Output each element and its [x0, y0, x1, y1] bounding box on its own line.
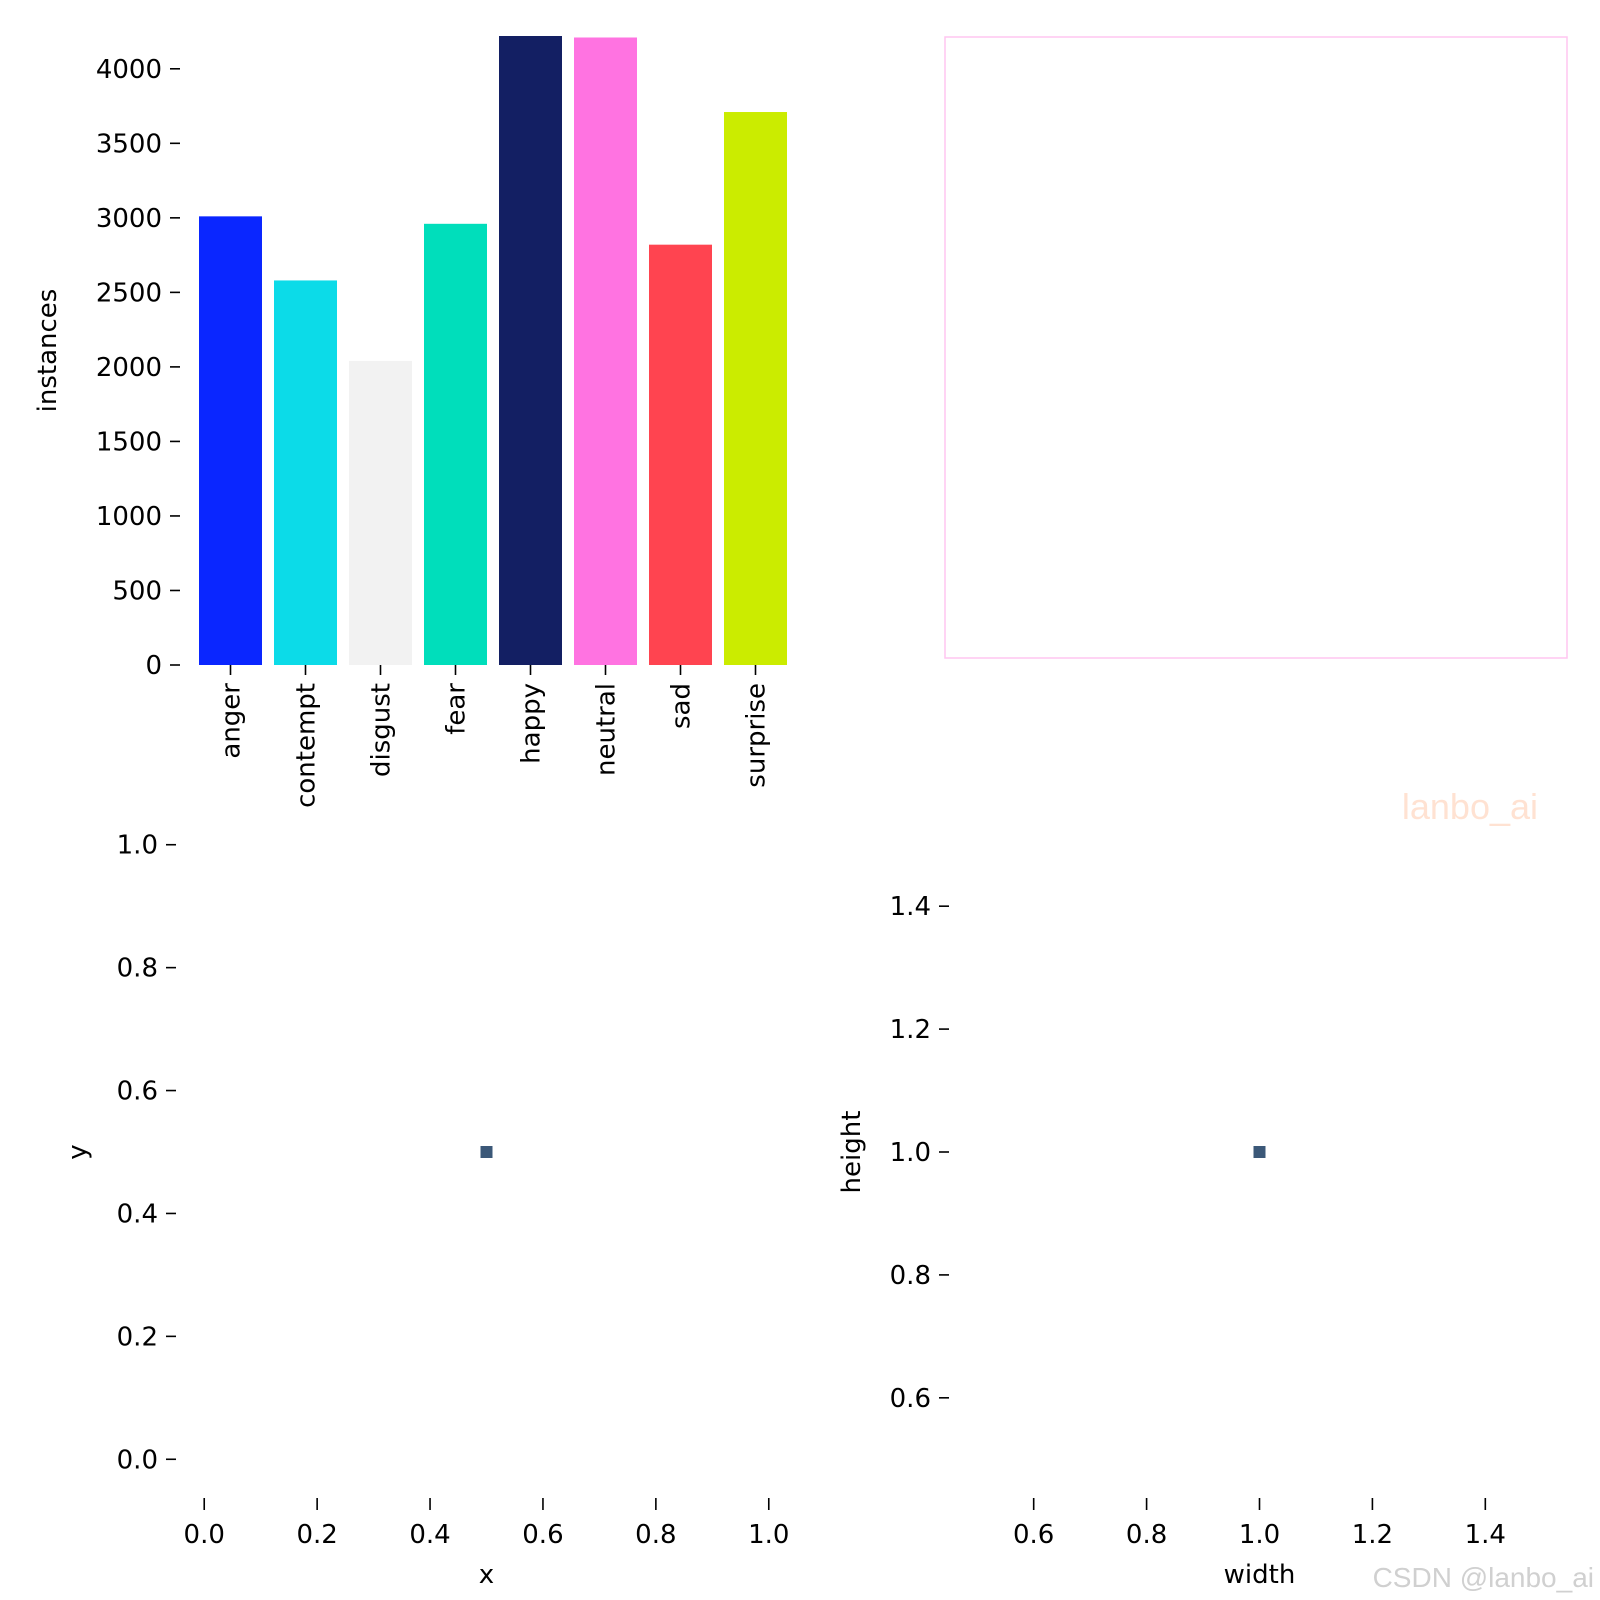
y-tick-label: 1.2 [890, 1015, 931, 1045]
y-tick-label: 0.8 [117, 954, 158, 984]
heatmap-cell [480, 1146, 493, 1158]
panel-border [944, 36, 1568, 659]
x-tick-label-fear: fear [442, 683, 472, 735]
x-tick-label: 0.8 [635, 1520, 676, 1550]
y-tick-label: 2500 [96, 278, 162, 308]
y-tick-label: 1.4 [890, 892, 931, 922]
x-tick-label: 0.4 [409, 1520, 450, 1550]
heatmap-width-height: 0.6 0.8 1.0 1.2 1.4 0.6 0.8 1.0 1.2 1.4 width heigh… [837, 892, 1506, 1590]
y-tick-label: 500 [112, 576, 162, 606]
bar-anger [199, 216, 262, 665]
x-tick-label-happy: happy [517, 683, 547, 764]
y-axis-label: instances [33, 289, 63, 413]
y-tick-label: 2000 [96, 353, 162, 383]
x-tick-label: 1.4 [1465, 1520, 1506, 1550]
x-tick-label: 0.8 [1126, 1520, 1167, 1550]
y-tick-label: 0.6 [117, 1077, 158, 1107]
x-tick-label-contempt: contempt [292, 683, 322, 808]
x-tick-label: 0.6 [1013, 1520, 1054, 1550]
y-tick-label: 4000 [96, 55, 162, 85]
y-tick-label: 1.0 [890, 1138, 931, 1168]
y-axis-label: y [63, 1144, 93, 1159]
bar-disgust [349, 360, 412, 665]
x-tick-label: 1.0 [748, 1520, 789, 1550]
x-tick-label-anger: anger [217, 683, 247, 759]
bar-neutral [574, 37, 637, 665]
y-axis-label: height [837, 1111, 867, 1194]
bar-sad [649, 244, 712, 666]
y-tick-label: 3500 [96, 129, 162, 159]
heatmap-cell [1253, 1146, 1266, 1158]
y-tick-label: 0.4 [117, 1199, 158, 1229]
x-axis-label: x [479, 1560, 494, 1590]
y-tick-label: 3000 [96, 204, 162, 234]
x-tick-label-disgust: disgust [367, 683, 397, 777]
x-tick-label: 0.2 [296, 1520, 337, 1550]
y-tick-label: 1500 [96, 427, 162, 457]
watermark-csdn: CSDN @lanbo_ai [1372, 1562, 1594, 1593]
y-tick-label: 1000 [96, 502, 162, 532]
x-tick-label-neutral: neutral [592, 683, 622, 776]
x-tick-label: 0.6 [522, 1520, 563, 1550]
x-tick-label: 0.0 [184, 1520, 225, 1550]
bar-chart-instances: anger contempt disgust fear happy neutral sad s… [33, 36, 787, 808]
bar-fear [424, 223, 487, 665]
y-tick-label: 0.2 [117, 1322, 158, 1352]
y-tick-label: 0.6 [890, 1384, 931, 1414]
x-axis-label: width [1224, 1560, 1296, 1590]
x-tick-label-surprise: surprise [742, 683, 772, 788]
y-tick-label: 0.8 [890, 1261, 931, 1291]
x-tick-label-sad: sad [667, 683, 697, 729]
x-tick-label: 1.0 [1239, 1520, 1280, 1550]
y-tick-label: 1.0 [117, 831, 158, 861]
placeholder-panel [944, 36, 1568, 659]
watermark-inner: lanbo_ai [1401, 786, 1538, 827]
y-tick-label: 0 [145, 651, 162, 681]
y-tick-label: 0.0 [117, 1445, 158, 1475]
x-tick-label: 1.2 [1352, 1520, 1393, 1550]
bar-surprise [724, 112, 787, 665]
bar-contempt [274, 280, 337, 665]
heatmap-x-y: 0.0 0.2 0.4 0.6 0.8 1.0 0.0 0.2 0.4 0.6 0.8 1.0 x y [63, 831, 789, 1590]
bar-happy [499, 36, 562, 665]
